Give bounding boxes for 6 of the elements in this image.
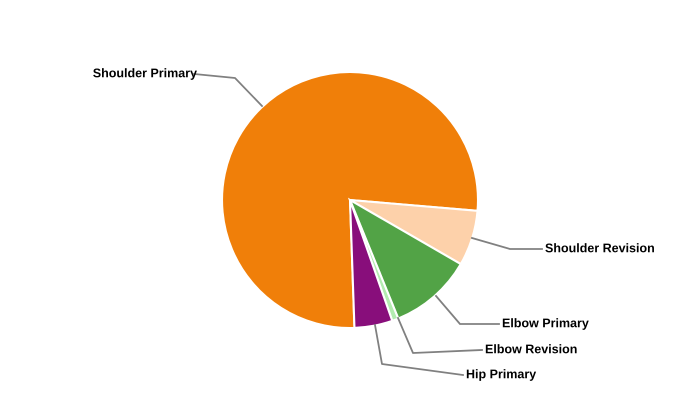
slice-label: Shoulder Primary (93, 68, 197, 80)
pie-slice (220, 70, 480, 330)
slice-label: Hip Primary (466, 369, 536, 381)
slice-label: Elbow Primary (502, 318, 589, 330)
slice-label: Shoulder Revision (545, 243, 654, 252)
slice-label: Elbow Revision (486, 344, 577, 354)
